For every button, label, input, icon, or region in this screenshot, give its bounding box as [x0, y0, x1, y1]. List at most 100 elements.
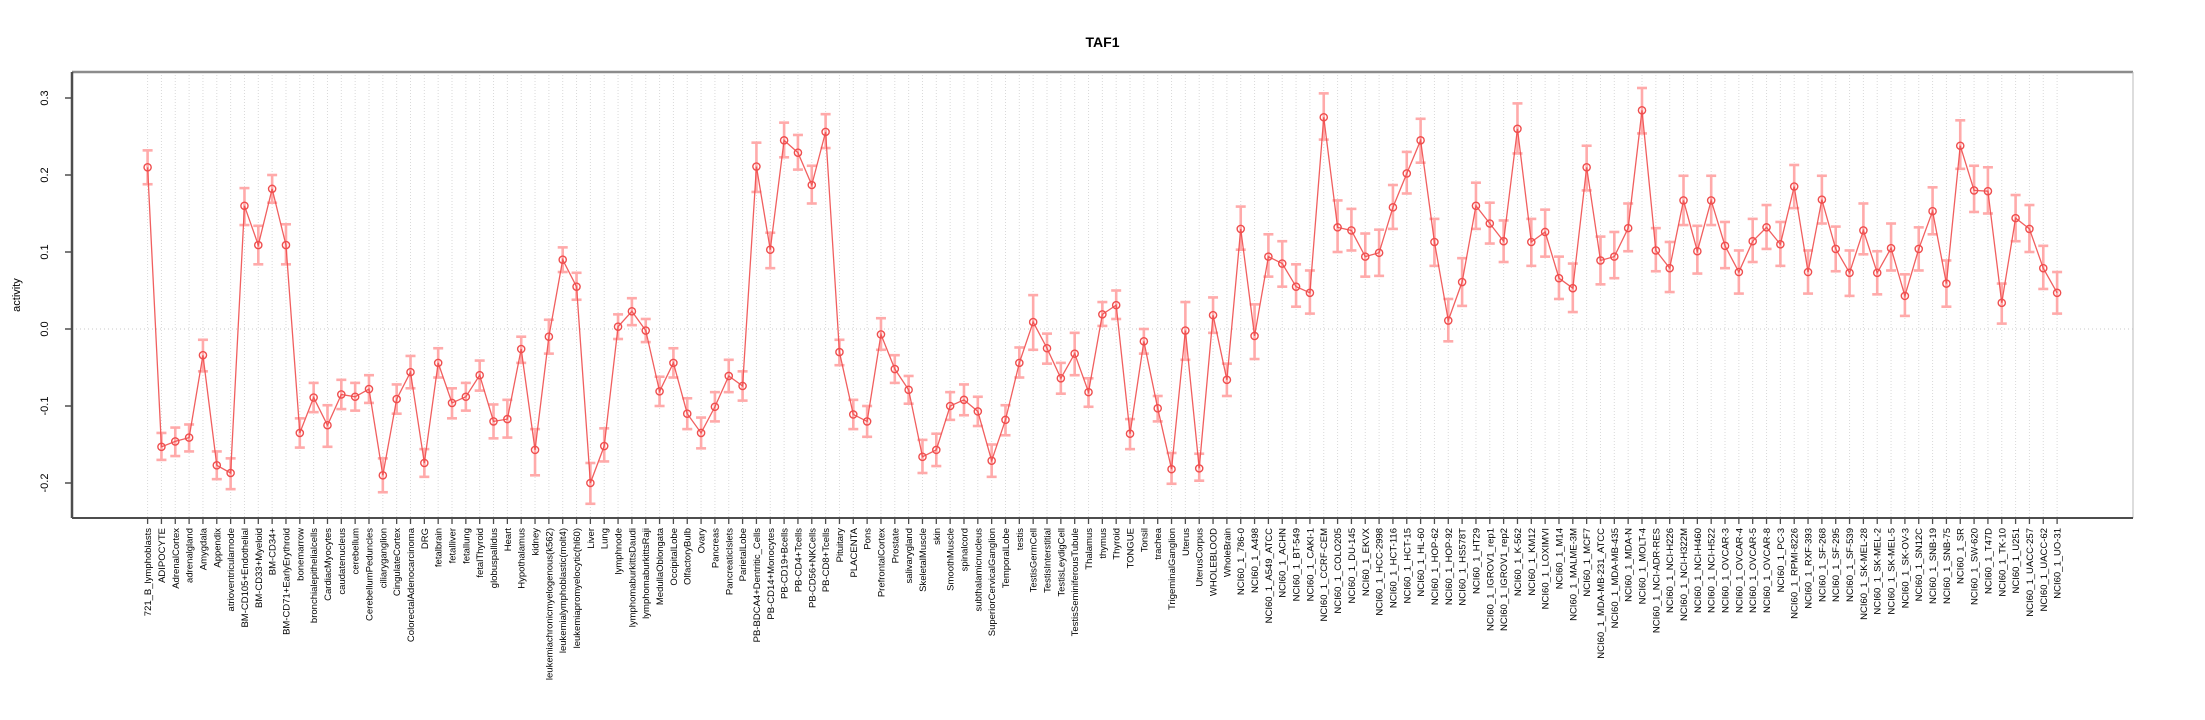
x-category-label: NCI60_1_CAKI-1 — [1305, 528, 1316, 601]
data-point — [392, 394, 401, 404]
x-category-label: caudatenucleus — [337, 528, 348, 595]
x-category-label: DRG — [420, 528, 431, 549]
x-category-label: BM-CD105+Endothelial — [240, 528, 251, 628]
data-point — [1706, 196, 1716, 205]
data-point — [1693, 246, 1702, 256]
data-point — [599, 441, 609, 451]
data-point — [1485, 219, 1495, 228]
data-point — [918, 452, 927, 462]
x-category-label: BM-CD71+EarlyErythroid — [281, 528, 292, 635]
x-category-label: PrefrontalCortex — [876, 528, 887, 597]
x-category-label: NCI60_1_M14 — [1554, 528, 1565, 589]
x-category-label: MedullaOblongata — [655, 527, 666, 605]
data-point — [226, 468, 235, 478]
data-point — [1374, 248, 1384, 258]
x-category-label: Liver — [586, 528, 597, 549]
x-category-label: NCI60_1_MALME-3M — [1568, 528, 1579, 621]
x-category-label: thymus — [1098, 528, 1109, 559]
data-point — [793, 148, 803, 157]
data-point — [848, 410, 858, 419]
data-point — [1845, 268, 1854, 278]
data-point — [807, 180, 817, 190]
y-tick-label: -0.1 — [39, 397, 51, 416]
data-point — [1513, 124, 1522, 134]
x-category-label: trachea — [1153, 527, 1164, 559]
x-category-label: NCI60_1_COLO205 — [1333, 528, 1344, 614]
data-point — [1070, 349, 1079, 358]
data-point — [1111, 300, 1121, 310]
x-category-label: NCI60_1_MOLT-4 — [1637, 528, 1648, 604]
x-category-label: NCI60_1_MDA-MB-435 — [1610, 528, 1621, 628]
x-category-label: NCI60_1_HS578T — [1458, 528, 1469, 606]
x-category-label: NCI60_1_HOP-62 — [1430, 528, 1441, 605]
data-point — [475, 370, 484, 380]
data-point — [1762, 223, 1771, 232]
x-category-label: SkeletalMuscle — [918, 528, 929, 592]
x-category-label: Heart — [503, 528, 514, 552]
x-category-label: WHOLEBLOOD — [1209, 528, 1220, 596]
x-category-label: ColorectalAdenocarcinoma — [406, 527, 417, 642]
data-point — [1872, 268, 1882, 278]
x-category-label: leukemiapromyelocytic(hl60) — [572, 528, 583, 648]
data-point — [932, 445, 941, 455]
data-point — [752, 162, 761, 171]
x-category-label: OccipitalLobe — [669, 528, 680, 586]
data-point — [613, 322, 623, 331]
x-category-label: Uterus — [1181, 528, 1192, 556]
x-category-label: NCI60_1_MDA-N — [1624, 528, 1635, 602]
data-point — [516, 344, 526, 354]
x-category-label: TemporalLobe — [1001, 528, 1012, 588]
x-category-label: NCI60_1_SNB-75 — [1942, 528, 1953, 604]
data-point — [2011, 213, 2020, 223]
x-category-label: Ovary — [697, 528, 708, 554]
x-category-label: Pancreas — [710, 528, 721, 568]
x-category-label: NCI60_1_NCI-ADR-RES — [1651, 528, 1662, 633]
y-tick-label: -0.2 — [39, 474, 51, 493]
x-category-label: NCI60_1_NCI-H226 — [1665, 528, 1676, 613]
data-point — [738, 381, 747, 391]
x-category-label: NCI60_1_U251 — [2011, 528, 2022, 594]
data-point — [1443, 316, 1453, 325]
data-point — [1291, 282, 1301, 291]
x-category-label: NCI60_1_IGROV1_rep2 — [1499, 528, 1510, 631]
x-category-label: fetalThyroid — [475, 528, 486, 578]
x-category-label: NCI60_1_MCF7 — [1582, 528, 1593, 597]
x-category-label: subthalamicnucleus — [973, 528, 984, 612]
data-point — [572, 282, 581, 291]
data-point — [350, 392, 360, 402]
x-category-label: leukemiachronicmyelogenous(k562) — [544, 528, 555, 680]
data-point — [1236, 224, 1246, 234]
x-category-label: NCI60_1_HT29 — [1471, 528, 1482, 594]
data-point — [1471, 201, 1481, 211]
data-point — [1955, 141, 1965, 151]
data-point — [184, 433, 194, 442]
x-category-label: SuperiorCervicalGanglion — [987, 528, 998, 636]
data-point — [987, 456, 996, 465]
data-point — [1720, 241, 1730, 251]
x-category-label: TestisLeydigCell — [1056, 528, 1067, 597]
x-category-label: TONGUE — [1126, 528, 1137, 568]
y-tick-label: 0.1 — [39, 244, 51, 259]
x-category-label: Lung — [600, 528, 611, 549]
x-category-label: PB-CD14+Monocytes — [766, 528, 777, 620]
x-category-label: NCI60_1_NCI-H322M — [1679, 528, 1690, 621]
data-point — [461, 392, 471, 402]
data-point — [1098, 310, 1107, 319]
x-category-label: NCI60_1_RPMI-8226 — [1790, 528, 1801, 619]
x-category-label: NCI60_1_HCT-15 — [1402, 528, 1413, 604]
data-point — [724, 371, 734, 381]
data-point — [1181, 326, 1190, 335]
x-category-label: NCI60_1_DU-145 — [1347, 528, 1358, 604]
x-category-label: NCI60_1_SF-295 — [1831, 528, 1842, 602]
data-point — [143, 162, 152, 172]
data-point — [1416, 136, 1425, 145]
x-category-label: lymphomaburkittsDaudi — [627, 528, 638, 627]
data-point — [1347, 226, 1356, 235]
data-point — [1319, 112, 1329, 122]
data-point — [1042, 343, 1052, 353]
x-category-label: Pons — [863, 528, 874, 550]
x-category-label: NCI60_1_SN12C — [1914, 528, 1925, 602]
data-point — [1803, 267, 1813, 277]
x-category-label: CardiacMyocytes — [323, 528, 334, 601]
